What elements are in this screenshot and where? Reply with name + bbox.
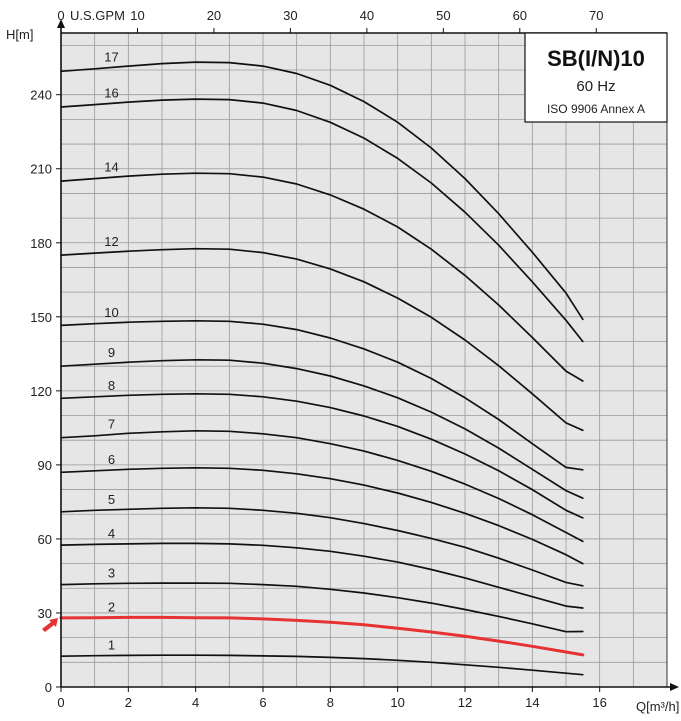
x-tick-label: 14 (525, 695, 539, 710)
curve-stage-16 (60, 98, 584, 343)
x2-tick-label: 20 (207, 8, 221, 23)
curve-stage-17 (60, 61, 584, 321)
chart-title: SB(I/N)10 (547, 46, 645, 71)
stage-label-17: 17 (104, 49, 118, 64)
x2-tick-label: 0 (57, 8, 64, 23)
curve-stage-9 (60, 358, 584, 500)
y-tick-label: 120 (30, 384, 52, 399)
curves (59, 61, 585, 676)
y-axis-label: H[m] (6, 27, 33, 42)
curve-stage-1 (60, 654, 584, 676)
y-tick-label: 150 (30, 310, 52, 325)
y-tick-label: 90 (38, 458, 52, 473)
x2-axis-label: U.S.GPM (70, 8, 125, 23)
stage-label-16: 16 (104, 85, 118, 100)
x-tick-label: 12 (458, 695, 472, 710)
stage-label-12: 12 (104, 234, 118, 249)
highlight-arrow-icon (42, 618, 58, 632)
chart-standard: ISO 9906 Annex A (547, 102, 645, 116)
x2-tick-label: 50 (436, 8, 450, 23)
stage-label-14: 14 (104, 159, 118, 174)
chart-subtitle: 60 Hz (576, 78, 615, 95)
y-tick-label: 0 (45, 680, 52, 695)
x-tick-label: 2 (125, 695, 132, 710)
stage-label-9: 9 (108, 345, 115, 360)
curve-stage-14 (60, 172, 584, 382)
title-box-frame (524, 32, 668, 123)
x-tick-label: 6 (259, 695, 266, 710)
y-tick-label: 180 (30, 236, 52, 251)
title-box: SB(I/N)10 60 Hz ISO 9906 Annex A (524, 32, 668, 123)
stage-label-8: 8 (108, 378, 115, 393)
stage-label-2: 2 (108, 600, 115, 615)
curve-stage-6 (60, 466, 584, 565)
curve-stage-5 (60, 506, 584, 587)
stage-label-6: 6 (108, 452, 115, 467)
x2-tick-label: 40 (360, 8, 374, 23)
curve-stage-4 (60, 542, 584, 609)
y-tick-label: 60 (38, 532, 52, 547)
curve-stage-3 (60, 582, 584, 633)
x2-tick-label: 30 (283, 8, 297, 23)
x-tick-label: 8 (327, 695, 334, 710)
x-tick-label: 16 (592, 695, 606, 710)
x-axis-label: Q[m³/h] (636, 699, 679, 714)
y-tick-label: 240 (30, 88, 52, 103)
curve-stage-8 (60, 392, 584, 519)
stage-label-10: 10 (104, 305, 118, 320)
y-tick-label: 210 (30, 162, 52, 177)
x-tick-label: 10 (390, 695, 404, 710)
x-axis-arrow-icon (670, 683, 679, 691)
curve-stage-2 (59, 615, 585, 657)
stage-label-7: 7 (108, 417, 115, 432)
curve-stage-7 (60, 429, 584, 543)
curve-stage-10 (60, 319, 584, 471)
x-tick-label: 4 (192, 695, 199, 710)
stage-label-1: 1 (108, 638, 115, 653)
stage-label-3: 3 (108, 566, 115, 581)
x2-tick-label: 10 (130, 8, 144, 23)
x-tick-label: 0 (57, 695, 64, 710)
stage-label-5: 5 (108, 492, 115, 507)
y-axis-arrow-icon (57, 19, 65, 28)
curve-stage-12 (60, 247, 584, 432)
x2-tick-label: 70 (589, 8, 603, 23)
stage-label-4: 4 (108, 526, 115, 541)
y-tick-label: 30 (38, 606, 52, 621)
x2-tick-label: 60 (513, 8, 527, 23)
